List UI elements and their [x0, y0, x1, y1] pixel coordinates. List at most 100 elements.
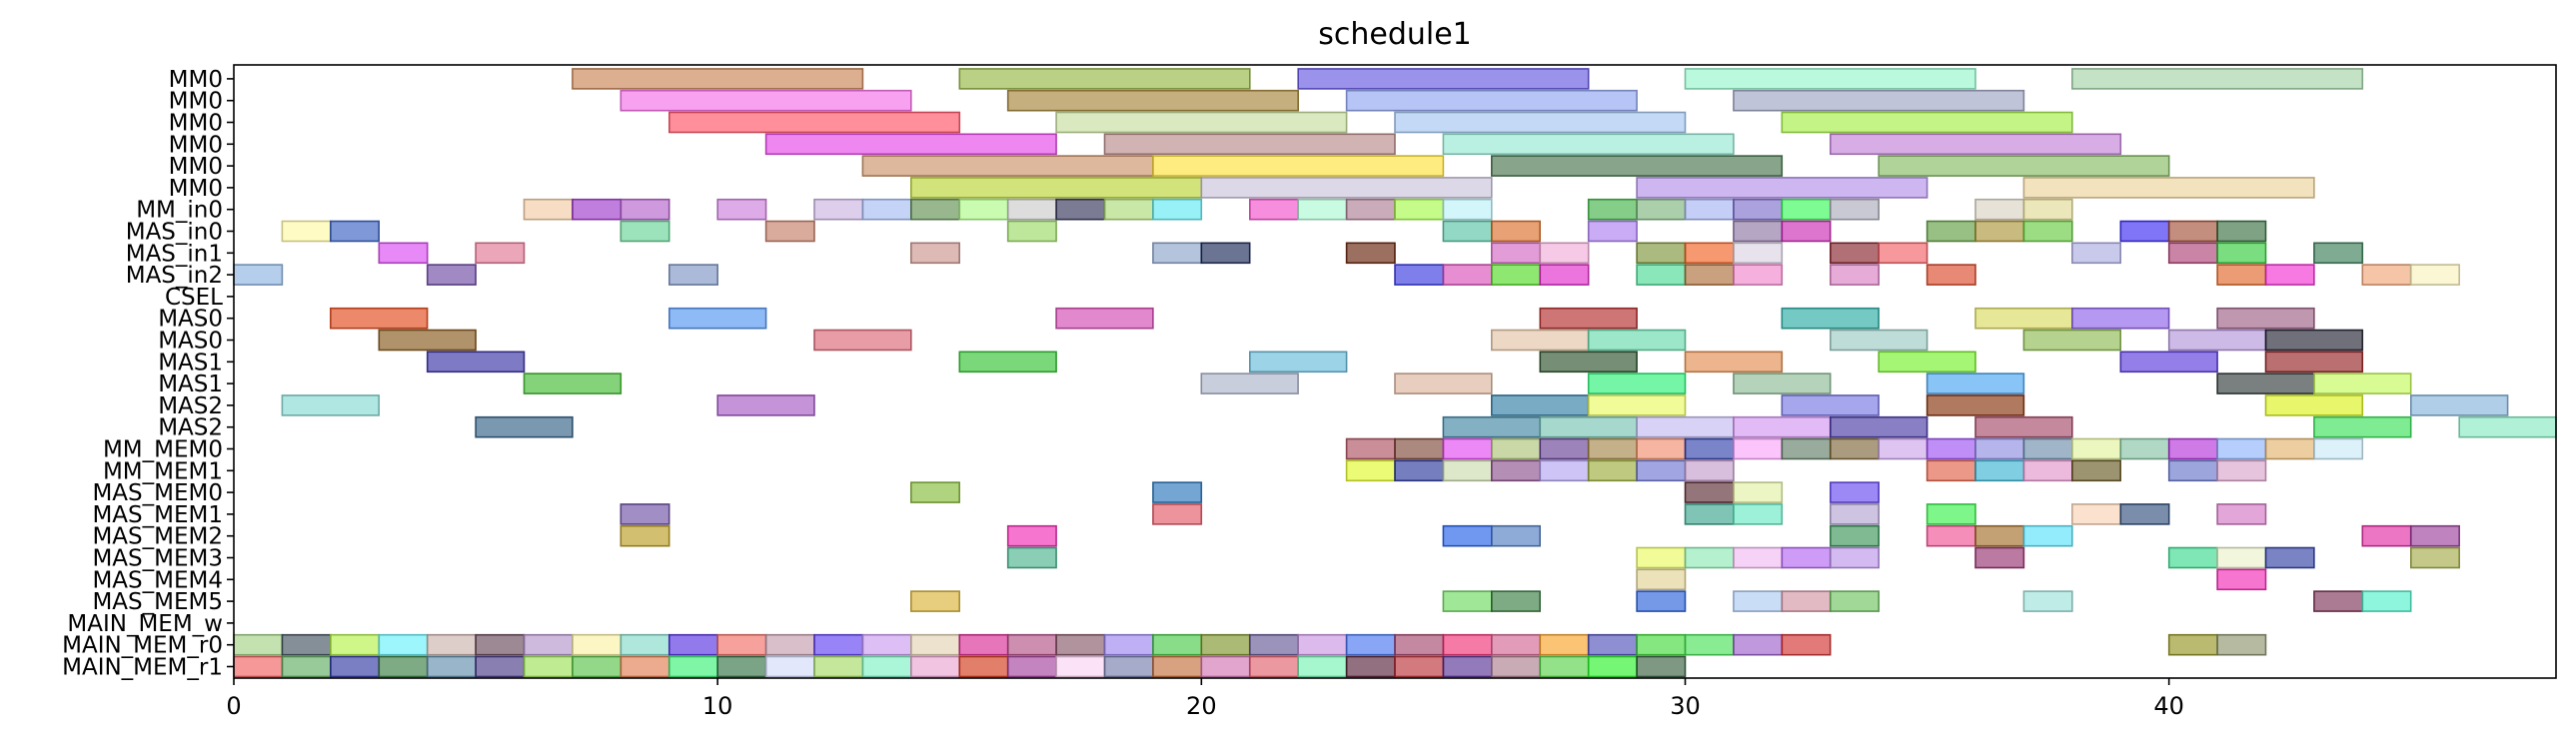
task-bar: [1394, 198, 1445, 221]
task-bar: [2264, 394, 2364, 416]
task-bar: [716, 198, 767, 221]
task-bar: [378, 633, 429, 656]
task-bar: [475, 633, 526, 656]
task-bar: [620, 220, 670, 243]
task-bar: [1684, 198, 1735, 221]
task-bar: [909, 198, 960, 221]
task-bar: [1926, 459, 1976, 482]
task-bar: [1152, 155, 1445, 177]
task-bar: [1297, 68, 1590, 90]
task-bar: [958, 198, 1009, 221]
task-bar: [1394, 633, 1445, 656]
task-bar: [1684, 481, 1735, 503]
task-bar: [1491, 394, 1590, 416]
task-bar: [1733, 415, 1832, 438]
task-bar: [523, 655, 574, 678]
task-bar: [1103, 633, 1154, 656]
task-bar: [1152, 633, 1203, 656]
task-bar: [958, 633, 1009, 656]
task-bar: [1539, 242, 1590, 265]
task-bar: [1587, 633, 1638, 656]
row-label: MM0: [169, 154, 223, 180]
row-label: MAS1: [158, 372, 223, 397]
chart-title: schedule1: [1318, 17, 1472, 52]
row-label: MAIN_MEM_w: [67, 611, 223, 637]
task-bar: [2167, 437, 2218, 460]
task-bar: [1249, 198, 1300, 221]
task-bars: [233, 68, 2557, 678]
task-bar: [1539, 307, 1638, 330]
task-bar: [2022, 220, 2073, 243]
task-bar: [1200, 633, 1251, 656]
row-labels: MM0MM0MM0MM0MM0MM0MM_in0MAS_in0MAS_in1MA…: [62, 67, 234, 681]
task-bar: [426, 655, 477, 678]
task-bar: [620, 655, 670, 678]
task-bar: [2022, 459, 2073, 482]
task-bar: [1442, 198, 1493, 221]
task-bar: [1006, 89, 1300, 112]
task-bar: [1587, 220, 1638, 243]
task-bar: [1394, 111, 1687, 134]
task-bar: [1974, 198, 2025, 221]
row-label: MAS_MEM3: [92, 546, 223, 572]
task-bar: [1684, 633, 1735, 656]
task-bar: [1974, 459, 2025, 482]
task-bar: [1394, 264, 1445, 286]
task-bar: [813, 633, 864, 656]
task-bar: [1926, 372, 2025, 394]
task-bar: [1830, 546, 1881, 569]
task-bar: [281, 633, 332, 656]
task-bar: [1539, 437, 1590, 460]
row-label: MM0: [169, 89, 223, 115]
task-bar: [667, 264, 718, 286]
task-bar: [2071, 242, 2122, 265]
x-tick-label: 0: [226, 692, 241, 720]
task-bar: [1200, 655, 1251, 678]
task-bar: [1781, 307, 1880, 330]
task-bar: [667, 633, 718, 656]
task-bar: [2216, 503, 2267, 525]
task-bar: [1442, 590, 1493, 612]
task-bar: [1733, 633, 1784, 656]
task-bar: [1636, 459, 1687, 482]
task-bar: [716, 655, 767, 678]
task-bar: [1733, 590, 1784, 612]
task-bar: [1878, 242, 1929, 265]
task-bar: [1200, 177, 1493, 199]
task-bar: [1539, 415, 1638, 438]
task-bar: [1636, 437, 1687, 460]
task-bar: [620, 633, 670, 656]
task-bar: [1055, 111, 1348, 134]
task-bar: [1345, 459, 1396, 482]
task-bar: [1539, 459, 1590, 482]
row-label: MAS_in0: [126, 220, 223, 246]
task-bar: [813, 329, 912, 352]
task-bar: [2022, 329, 2122, 352]
task-bar: [2022, 437, 2073, 460]
task-bar: [233, 264, 284, 286]
task-bar: [1733, 264, 1784, 286]
task-bar: [1442, 524, 1493, 547]
task-bar: [1587, 329, 1687, 352]
task-bar: [1733, 546, 1784, 569]
task-bar: [233, 655, 284, 678]
task-bar: [2313, 415, 2412, 438]
task-bar: [620, 198, 670, 221]
task-bar: [329, 220, 380, 243]
task-bar: [1491, 459, 1542, 482]
task-bar: [1733, 481, 1784, 503]
task-bar: [2216, 546, 2267, 569]
task-bar: [1587, 459, 1638, 482]
task-bar: [1830, 198, 1881, 221]
row-label: MM0: [169, 132, 223, 158]
task-bar: [1006, 546, 1057, 569]
task-bar: [1781, 437, 1832, 460]
task-bar: [426, 264, 477, 286]
task-bar: [523, 633, 574, 656]
task-bar: [1491, 220, 1542, 243]
task-bar: [2119, 503, 2170, 525]
task-bar: [1781, 220, 1832, 243]
task-bar: [1926, 264, 1976, 286]
task-bar: [1733, 242, 1784, 265]
task-bar: [1926, 437, 1976, 460]
